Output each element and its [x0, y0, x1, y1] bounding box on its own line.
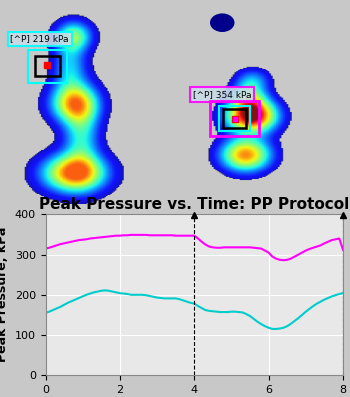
Bar	[219, 106, 250, 131]
Y-axis label: Peak Pressure, kPa: Peak Pressure, kPa	[0, 227, 9, 362]
Title: Peak Pressure vs. Time: PP Protocol: Peak Pressure vs. Time: PP Protocol	[39, 197, 349, 212]
Bar	[210, 101, 259, 136]
Bar	[223, 109, 246, 128]
Text: [^P] 219 kPa: [^P] 219 kPa	[10, 34, 69, 43]
Bar	[28, 50, 66, 83]
Text: [^P] 354 kPa: [^P] 354 kPa	[193, 90, 251, 99]
Bar	[35, 56, 60, 76]
Ellipse shape	[210, 13, 235, 32]
